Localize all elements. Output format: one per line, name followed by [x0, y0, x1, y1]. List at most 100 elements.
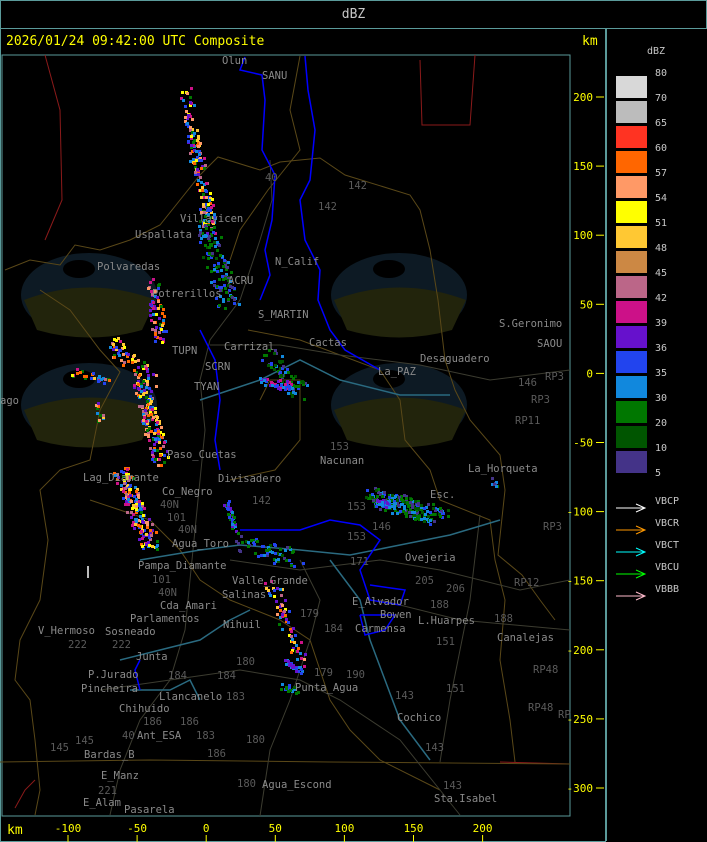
echo-pixel — [390, 499, 393, 502]
x-tick-label: 200 — [473, 822, 493, 835]
echo-pixel — [218, 304, 221, 307]
echo-pixel — [142, 514, 145, 517]
echo-pixel — [122, 490, 125, 493]
echo-pixel — [396, 512, 399, 515]
echo-pixel — [117, 337, 120, 340]
echo-pixel — [157, 307, 160, 310]
place-label: 190 — [346, 669, 365, 681]
echo-pixel — [115, 348, 118, 351]
echo-pixel — [259, 377, 262, 380]
echo-pixel — [294, 375, 297, 378]
echo-pixel — [145, 543, 148, 546]
echo-pixel — [212, 231, 215, 234]
echo-pixel — [290, 375, 293, 378]
echo-pixel — [156, 296, 159, 299]
echo-pixel — [423, 507, 426, 510]
echo-pixel — [120, 484, 123, 487]
echo-pixel — [196, 156, 199, 159]
echo-pixel — [297, 670, 300, 673]
echo-pixel — [240, 535, 243, 538]
echo-pixel — [211, 252, 214, 255]
y-tick-label: -50 — [573, 437, 593, 450]
echo-pixel — [138, 374, 141, 377]
echo-pixel — [189, 126, 192, 129]
echo-pixel — [151, 458, 154, 461]
echo-pixel — [126, 484, 129, 487]
radar-echoes — [71, 87, 499, 695]
echo-pixel — [372, 499, 375, 502]
echo-pixel — [302, 383, 305, 386]
echo-pixel — [297, 385, 300, 388]
echo-pixel — [291, 395, 294, 398]
echo-pixel — [284, 371, 287, 374]
place-label: Potrerillos — [152, 288, 222, 300]
echo-pixel — [405, 495, 408, 498]
echo-pixel — [102, 416, 105, 419]
echo-pixel — [374, 487, 377, 490]
place-label: TUPN — [172, 345, 197, 357]
echo-pixel — [282, 365, 285, 368]
echo-pixel — [267, 589, 270, 592]
place-label: ACRU — [228, 275, 253, 287]
place-label: 171 — [350, 556, 369, 568]
echo-pixel — [139, 395, 142, 398]
echo-pixel — [151, 451, 154, 454]
echo-pixel — [270, 366, 273, 369]
echo-pixel — [216, 241, 219, 244]
echo-pixel — [193, 104, 196, 107]
echo-pixel — [297, 647, 300, 650]
echo-pixel — [204, 224, 207, 227]
x-tick-label: 50 — [269, 822, 282, 835]
place-label: L.Huarpes — [418, 615, 475, 627]
echo-pixel — [104, 378, 107, 381]
echo-pixel — [210, 228, 213, 231]
echo-pixel — [279, 367, 282, 370]
echo-pixel — [125, 352, 128, 355]
echo-pixel — [116, 482, 119, 485]
echo-pixel — [162, 330, 165, 333]
echo-pixel — [288, 559, 291, 562]
echo-pixel — [195, 159, 198, 162]
echo-pixel — [296, 658, 299, 661]
echo-pixel — [230, 271, 233, 274]
echo-pixel — [138, 500, 141, 503]
echo-pixel — [222, 300, 225, 303]
echo-pixel — [130, 500, 133, 503]
echo-pixel — [376, 499, 379, 502]
echo-pixel — [142, 393, 145, 396]
echo-pixel — [142, 380, 145, 383]
echo-pixel — [147, 403, 150, 406]
echo-pixel — [167, 456, 170, 459]
place-label: RP48 — [528, 702, 553, 714]
echo-pixel — [205, 196, 208, 199]
echo-pixel — [97, 377, 100, 380]
echo-pixel — [377, 491, 380, 494]
x-tick-label: -50 — [127, 822, 147, 835]
product-title: dBZ — [341, 7, 366, 22]
legend-swatch — [616, 301, 647, 323]
echo-pixel — [270, 381, 273, 384]
echo-pixel — [148, 536, 151, 539]
radar-map[interactable]: Olun SANU 40 142 142 Villavicen Uspallata Polva… — [0, 0, 606, 842]
echo-pixel — [371, 493, 374, 496]
echo-pixel — [417, 503, 420, 506]
echo-pixel — [268, 592, 271, 595]
echo-pixel — [381, 495, 384, 498]
echo-pixel — [127, 479, 130, 482]
echo-pixel — [154, 458, 157, 461]
echo-pixel — [147, 433, 150, 436]
echo-pixel — [430, 513, 433, 516]
echo-pixel — [189, 152, 192, 155]
place-label: 151 — [436, 636, 455, 648]
echo-pixel — [216, 249, 219, 252]
echo-pixel — [274, 349, 277, 352]
place-label: N_Calif — [275, 256, 319, 268]
echo-pixel — [116, 478, 119, 481]
echo-pixel — [432, 503, 435, 506]
echo-pixel — [436, 508, 439, 511]
echo-pixel — [196, 168, 199, 171]
echo-pixel — [378, 503, 381, 506]
echo-pixel — [134, 523, 137, 526]
echo-pixel — [130, 516, 133, 519]
place-label: V_Hermoso — [38, 625, 95, 637]
